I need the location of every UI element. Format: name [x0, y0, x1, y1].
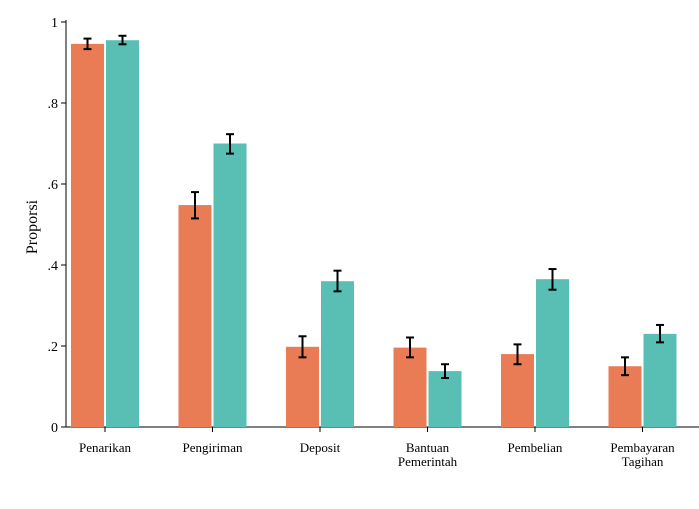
bar — [536, 279, 569, 427]
bar — [213, 143, 247, 427]
bar — [608, 366, 642, 427]
x-tick-label: Pembayaran Tagihan — [610, 440, 675, 469]
x-axis: Penarikan Pengiriman Deposit Bantuan Pemerin… — [66, 426, 699, 469]
x-tick-label: Deposit — [300, 440, 341, 455]
y-tick-label: .8 — [48, 97, 59, 112]
bar — [321, 281, 354, 427]
y-tick-label: 1 — [51, 16, 58, 31]
bar — [501, 354, 534, 427]
x-tick-label: Pembelian — [508, 440, 563, 455]
bar — [393, 347, 427, 427]
bar — [428, 371, 462, 427]
bar — [106, 40, 139, 427]
bars-group — [71, 40, 677, 428]
y-tick-label: .2 — [48, 340, 59, 355]
y-axis-title: Proporsi — [24, 199, 41, 254]
x-tick-label: Penarikan — [79, 440, 131, 455]
y-axis: 0 .2 .4 .6 .8 1 — [48, 16, 67, 436]
error-bars-group — [83, 34, 664, 379]
y-tick-label: .4 — [48, 259, 59, 274]
bar — [71, 43, 104, 428]
x-tick-label: Pengiriman — [183, 440, 243, 455]
bar — [178, 205, 212, 427]
bar — [286, 346, 319, 427]
y-tick-label: 0 — [51, 421, 58, 436]
x-tick-label: Bantuan Pemerintah — [398, 440, 458, 469]
bar — [643, 333, 677, 427]
y-tick-label: .6 — [48, 178, 59, 193]
